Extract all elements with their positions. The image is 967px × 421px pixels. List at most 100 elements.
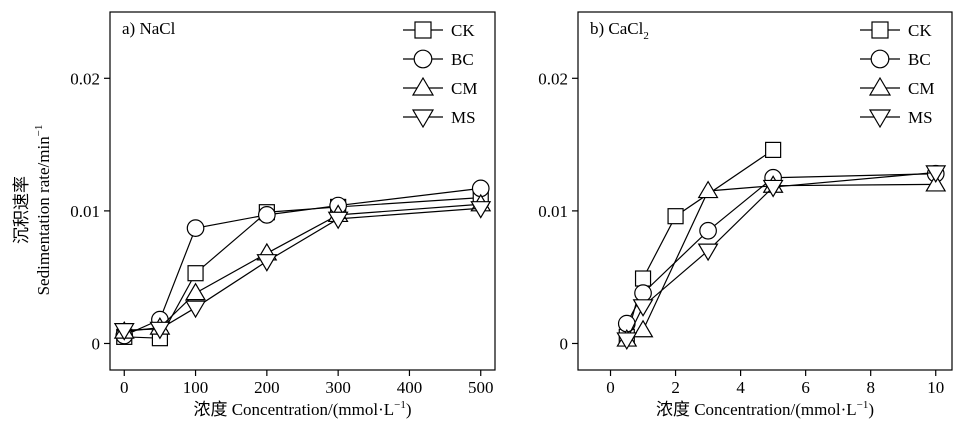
panel-label: b) CaCl2	[590, 19, 649, 42]
y-tick-label: 0	[560, 334, 569, 353]
data-point-ms	[327, 211, 349, 230]
y-tick-label: 0.01	[538, 202, 568, 221]
x-tick-label: 10	[927, 378, 944, 397]
series-ms	[616, 165, 947, 351]
y-axis-title: 沉积速率 Sedimentation rate/min−1	[12, 125, 53, 296]
x-tick-label: 0	[120, 378, 129, 397]
legend-label: MS	[908, 108, 933, 127]
x-axis-title-close: )	[868, 400, 874, 419]
data-point-ck	[667, 208, 684, 225]
series-bc	[115, 179, 490, 345]
x-tick-label: 4	[736, 378, 745, 397]
series-line-ck	[626, 149, 774, 338]
data-point-ms	[470, 201, 492, 219]
legend-marker-ck	[871, 21, 889, 39]
series-ck	[116, 189, 489, 347]
x-axis-title: 浓度 Concentration/(mmol·L−1)	[193, 399, 411, 419]
y-axis-title-en-line: Sedimentation rate/min−1	[33, 125, 53, 296]
series-line-bc	[124, 187, 481, 337]
y-tick-label: 0.02	[70, 69, 100, 88]
data-point-ck	[634, 270, 652, 287]
x-tick-label: 0	[606, 378, 615, 397]
series-line-ms	[626, 171, 936, 340]
legend-marker-ck	[414, 21, 432, 39]
legend: CK BC CM MS	[403, 21, 477, 129]
x-tick-label: 6	[801, 378, 810, 397]
legend-marker-bc	[870, 49, 890, 69]
x-tick-label: 300	[325, 378, 351, 397]
legend-item-bc: BC	[403, 49, 474, 69]
series-line-cm	[626, 183, 936, 341]
legend-item-ck: CK	[860, 21, 932, 40]
legend-label: MS	[451, 108, 476, 127]
data-point-bc	[258, 206, 276, 224]
data-point-bc	[699, 221, 717, 240]
data-point-ms	[149, 321, 171, 340]
data-point-ms	[185, 300, 206, 319]
series-line-ck	[124, 197, 481, 339]
y-axis-title-en: Sedimentation rate/min	[34, 136, 53, 296]
data-point-ms	[632, 299, 654, 317]
x-tick-label: 400	[397, 378, 423, 397]
panel-label-text: a) NaCl	[122, 19, 176, 38]
series-cm	[113, 193, 492, 339]
x-axis-title-text: 浓度 Concentration/(mmol·L	[656, 400, 857, 419]
data-point-ms	[113, 323, 135, 341]
legend-item-ms: MS	[403, 108, 476, 129]
legend: CK BC CM MS	[860, 21, 934, 129]
legend-marker-ms	[868, 109, 892, 129]
x-axis-title-close: )	[406, 400, 412, 419]
legend-item-ms: MS	[860, 108, 933, 129]
data-point-ms	[256, 254, 278, 272]
legend-marker-cm	[868, 76, 892, 96]
panel-label-text: b) CaCl	[590, 19, 644, 38]
legend-item-bc: BC	[860, 49, 931, 69]
legend-item-cm: CM	[860, 76, 934, 98]
y-tick-label: 0.01	[70, 202, 100, 221]
x-tick-label: 2	[671, 378, 680, 397]
legend-marker-bc	[413, 49, 433, 69]
data-point-cm	[697, 180, 719, 199]
data-point-ms	[762, 179, 784, 198]
legend-label: BC	[908, 50, 931, 69]
legend-label: CK	[908, 21, 932, 40]
legend-item-cm: CM	[403, 76, 477, 98]
y-axis-title-cn: 沉积速率	[12, 176, 31, 244]
y-tick-label: 0	[92, 334, 101, 353]
legend-label: BC	[451, 50, 474, 69]
y-tick-label: 0.02	[538, 69, 568, 88]
y-axis-title-sup: −1	[33, 125, 45, 137]
x-axis-title-sup: −1	[857, 399, 869, 411]
legend-label: CM	[908, 79, 934, 98]
series-cm	[616, 173, 947, 347]
series-line-ms	[124, 207, 481, 331]
data-point-cm	[632, 319, 654, 338]
legend-item-ck: CK	[403, 21, 475, 40]
panel-label-subscript: 2	[643, 30, 649, 42]
legend-marker-ms	[411, 109, 435, 129]
plot-frame	[109, 11, 496, 371]
panel-label: a) NaCl	[122, 19, 176, 38]
x-tick-label: 200	[254, 378, 280, 397]
data-point-bc	[634, 284, 652, 302]
data-point-ms	[616, 332, 638, 351]
x-tick-label: 8	[866, 378, 875, 397]
data-point-bc	[186, 219, 205, 237]
x-axis-title-sup: −1	[394, 399, 406, 411]
legend-label: CM	[451, 79, 477, 98]
data-point-ck	[187, 265, 204, 282]
legend-marker-cm	[411, 76, 435, 96]
data-point-ms	[925, 165, 947, 183]
x-axis-title-text: 浓度 Concentration/(mmol·L	[193, 400, 394, 419]
panel-a: 0 100 200 300 400 500 0 0.01 0.02 a) NaCl 浓度 Conce…	[70, 11, 496, 419]
series-ms	[113, 201, 492, 341]
series-line-cm	[124, 203, 481, 333]
data-point-ms	[697, 243, 719, 262]
x-tick-label: 500	[468, 378, 494, 397]
data-point-cm	[185, 282, 206, 301]
plot-frame	[577, 11, 953, 371]
x-axis-title: 浓度 Concentration/(mmol·L−1)	[656, 399, 874, 419]
x-tick-label: 100	[183, 378, 209, 397]
